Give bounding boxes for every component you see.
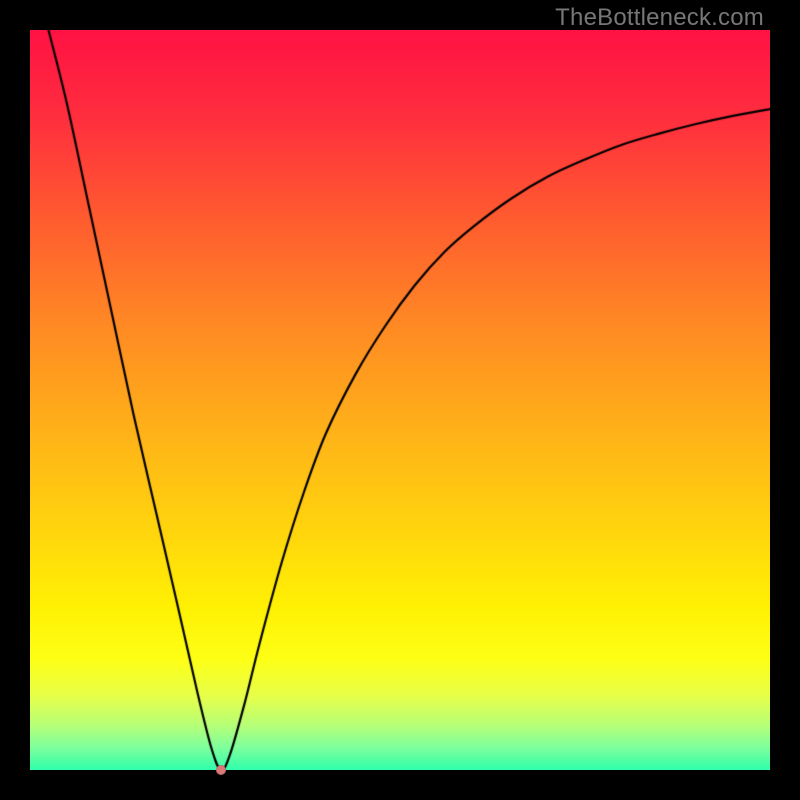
chart-gradient-background [30, 30, 770, 770]
watermark-text: TheBottleneck.com [555, 4, 764, 32]
chart-plot-area [30, 30, 770, 770]
optimal-point-marker [216, 765, 226, 775]
